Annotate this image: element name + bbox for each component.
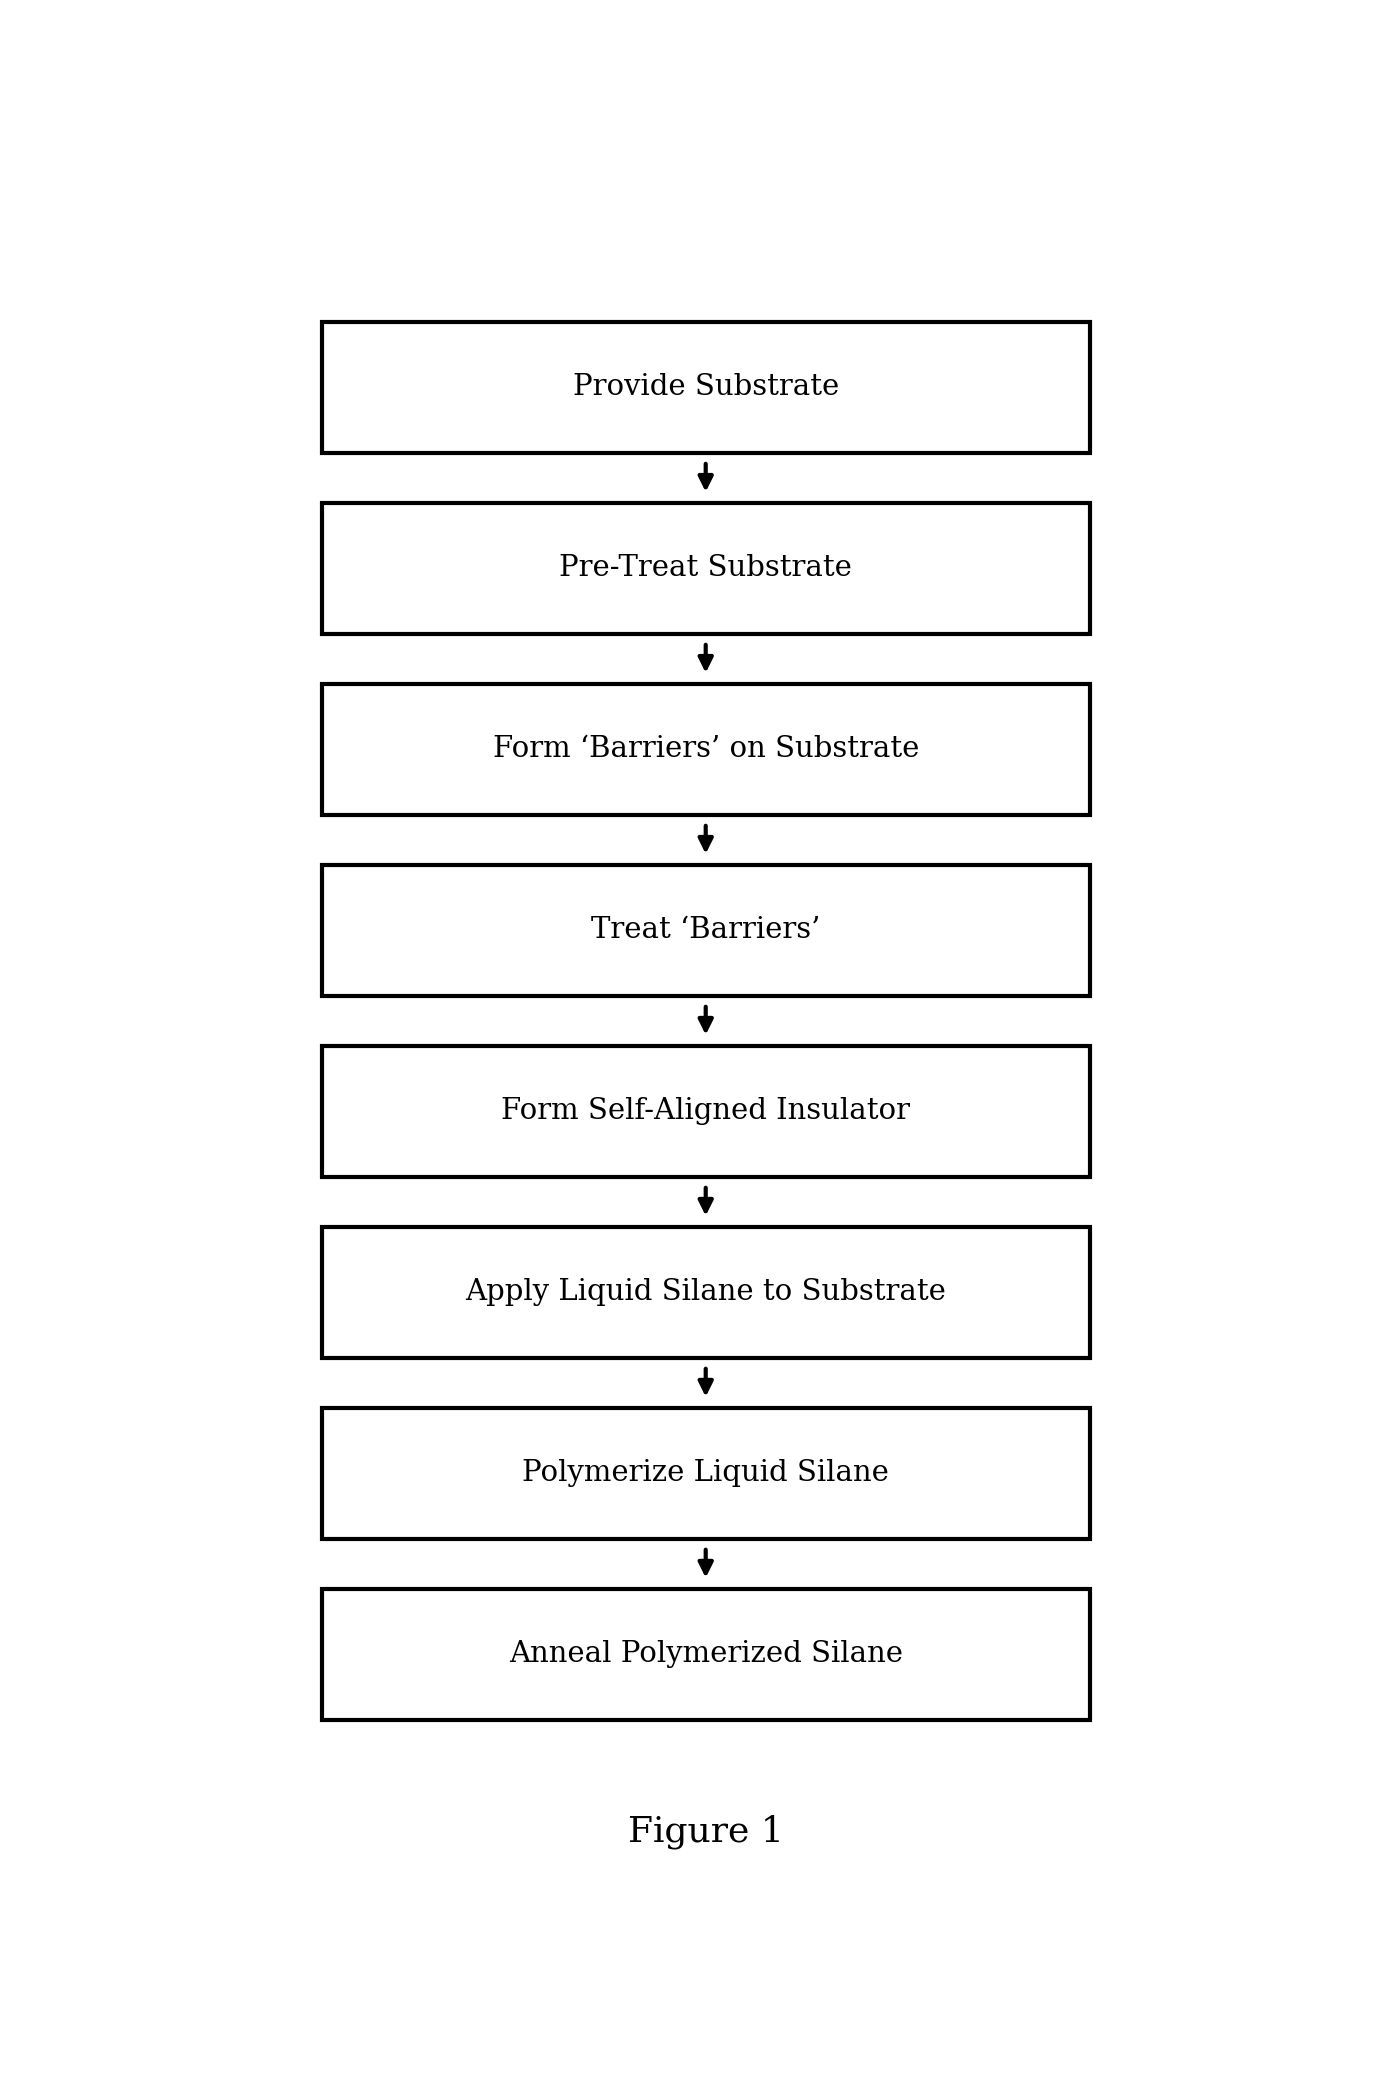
Bar [321,865,1091,996]
Text: Provide Substrate: Provide Substrate [573,372,839,401]
Text: Anneal Polymerized Silane: Anneal Polymerized Silane [508,1641,903,1668]
Bar [321,1046,1091,1177]
Text: Treat ‘Barriers’: Treat ‘Barriers’ [591,917,821,944]
Bar [321,503,1091,634]
Text: Form Self-Aligned Insulator: Form Self-Aligned Insulator [501,1098,910,1125]
Bar [321,1408,1091,1539]
Text: Apply Liquid Silane to Substrate: Apply Liquid Silane to Substrate [465,1279,946,1306]
Text: Pre-Treat Substrate: Pre-Treat Substrate [559,553,852,582]
Bar [321,1227,1091,1358]
Text: Figure 1: Figure 1 [628,1814,784,1849]
Bar [321,1589,1091,1720]
Bar [321,684,1091,815]
Text: Polymerize Liquid Silane: Polymerize Liquid Silane [522,1460,890,1487]
Bar [321,322,1091,453]
Text: Form ‘Barriers’ on Substrate: Form ‘Barriers’ on Substrate [493,736,918,763]
